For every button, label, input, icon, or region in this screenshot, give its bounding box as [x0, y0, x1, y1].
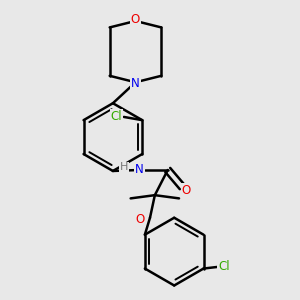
Text: O: O	[182, 184, 191, 197]
Text: Cl: Cl	[218, 260, 230, 273]
Text: O: O	[131, 13, 140, 26]
Text: H: H	[120, 162, 128, 172]
Text: N: N	[135, 164, 144, 176]
Text: Cl: Cl	[111, 110, 122, 123]
Text: O: O	[136, 213, 145, 226]
Text: N: N	[131, 77, 140, 90]
